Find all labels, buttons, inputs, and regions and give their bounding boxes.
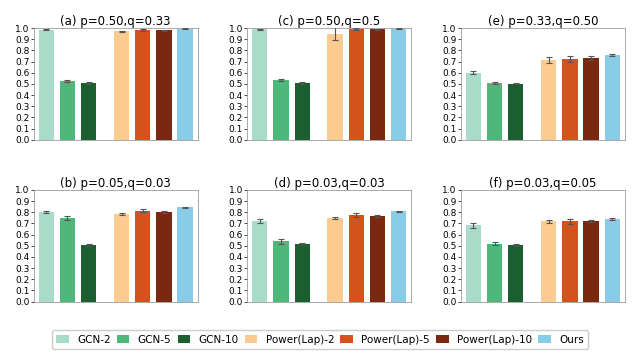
Bar	[508, 245, 524, 302]
Bar	[391, 29, 406, 140]
Bar	[563, 59, 577, 140]
Bar	[273, 241, 289, 302]
Bar	[177, 29, 193, 140]
Title: (a) p=0.50,q=0.33: (a) p=0.50,q=0.33	[60, 15, 171, 28]
Title: (e) p=0.33,q=0.50: (e) p=0.33,q=0.50	[488, 15, 598, 28]
Bar	[60, 81, 75, 140]
Title: (d) p=0.03,q=0.03: (d) p=0.03,q=0.03	[274, 177, 385, 190]
Bar	[177, 207, 193, 302]
Bar	[81, 83, 96, 140]
Bar	[38, 30, 54, 140]
Bar	[370, 29, 385, 140]
Bar	[156, 212, 172, 302]
Bar	[508, 84, 524, 140]
Bar	[541, 221, 556, 302]
Bar	[135, 211, 150, 302]
Bar	[487, 83, 502, 140]
Bar	[605, 55, 620, 140]
Bar	[584, 58, 598, 140]
Bar	[584, 221, 598, 302]
Bar	[252, 221, 268, 302]
Bar	[81, 245, 96, 302]
Bar	[487, 244, 502, 302]
Bar	[349, 215, 364, 302]
Bar	[563, 221, 577, 302]
Title: (f) p=0.03,q=0.05: (f) p=0.03,q=0.05	[489, 177, 596, 190]
Legend: GCN-2, GCN-5, GCN-10, Power(Lap)-2, Power(Lap)-5, Power(Lap)-10, Ours: GCN-2, GCN-5, GCN-10, Power(Lap)-2, Powe…	[52, 330, 588, 349]
Bar	[466, 225, 481, 302]
Bar	[114, 214, 129, 302]
Title: (b) p=0.05,q=0.03: (b) p=0.05,q=0.03	[60, 177, 171, 190]
Bar	[156, 30, 172, 140]
Bar	[294, 244, 310, 302]
Bar	[370, 216, 385, 302]
Bar	[273, 80, 289, 140]
Bar	[38, 212, 54, 302]
Bar	[605, 219, 620, 302]
Bar	[349, 29, 364, 140]
Bar	[294, 83, 310, 140]
Bar	[252, 29, 268, 140]
Bar	[328, 34, 343, 140]
Bar	[60, 218, 75, 302]
Bar	[135, 30, 150, 140]
Bar	[114, 32, 129, 140]
Bar	[328, 218, 343, 302]
Title: (c) p=0.50,q=0.5: (c) p=0.50,q=0.5	[278, 15, 380, 28]
Bar	[391, 211, 406, 302]
Bar	[541, 60, 556, 140]
Bar	[466, 73, 481, 140]
